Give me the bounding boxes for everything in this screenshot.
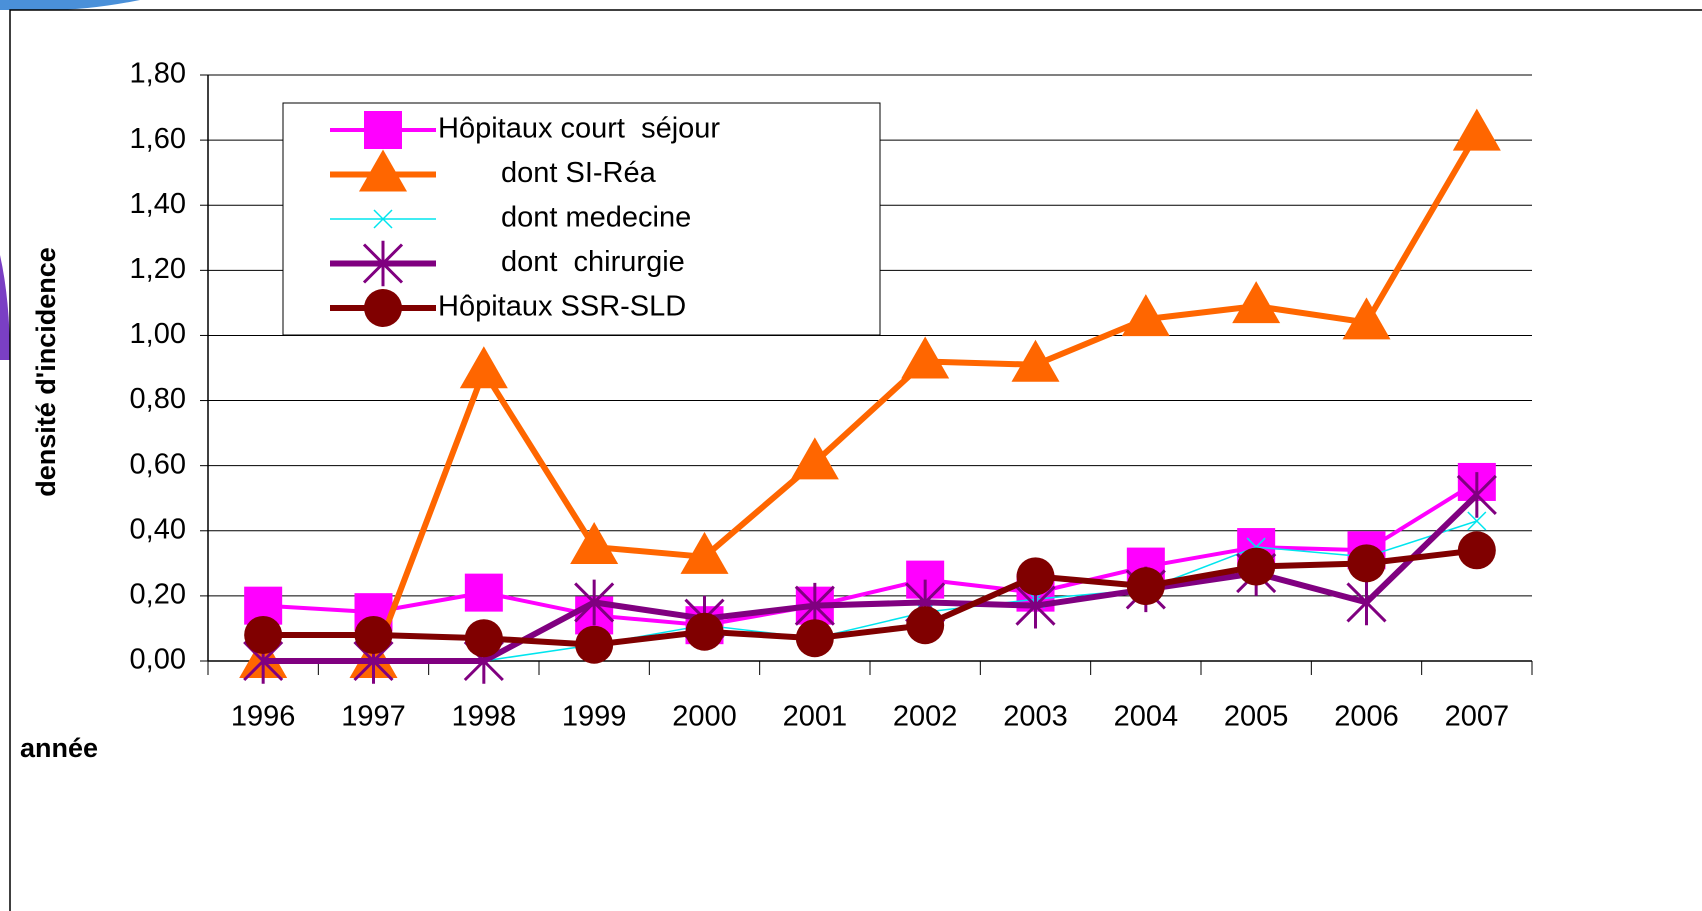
x-axis-label: année: [20, 733, 98, 763]
marker: [1348, 544, 1386, 582]
x-tick-label: 2007: [1445, 701, 1510, 733]
marker: [364, 111, 402, 149]
legend: Hôpitaux court séjour dont SI-Réa dont med…: [283, 103, 880, 335]
x-tick-label: 2006: [1334, 701, 1399, 733]
y-tick-label: 1,20: [130, 253, 186, 285]
y-axis-label: densité d'incidence: [31, 247, 61, 497]
marker: [1237, 548, 1275, 586]
marker: [1017, 557, 1055, 595]
x-tick-label: 2000: [672, 701, 737, 733]
marker: [1127, 567, 1165, 605]
x-tick-label: 1997: [341, 701, 406, 733]
legend-label: Hôpitaux SSR-SLD: [438, 291, 686, 323]
legend-label: Hôpitaux court séjour: [438, 113, 720, 145]
marker: [796, 619, 834, 657]
legend-label: dont chirurgie: [501, 246, 685, 278]
marker: [1458, 531, 1496, 569]
legend-label: dont medecine: [501, 202, 691, 234]
x-tick-label: 2003: [1003, 701, 1068, 733]
y-tick-label: 0,20: [130, 579, 186, 611]
chart: densité d'incidence année 0,00 0,20 0,40 0,…: [0, 0, 1702, 911]
decoration: [0, 0, 140, 10]
marker: [575, 626, 613, 664]
x-tick-label: 2005: [1224, 701, 1289, 733]
y-tick-label: 0,00: [130, 644, 186, 676]
marker: [906, 606, 944, 644]
marker: [364, 289, 402, 327]
marker: [686, 613, 724, 651]
x-tick-label: 1999: [562, 701, 627, 733]
y-tick-label: 1,00: [130, 318, 186, 350]
marker: [244, 616, 282, 654]
y-tick-label: 0,80: [130, 383, 186, 415]
x-tick-label: 2002: [893, 701, 958, 733]
y-tick-label: 1,60: [130, 123, 186, 155]
marker: [355, 616, 393, 654]
y-tick-label: 1,40: [130, 188, 186, 220]
x-tick-label: 1998: [452, 701, 517, 733]
marker: [465, 619, 503, 657]
x-tick-label: 2001: [783, 701, 848, 733]
x-tick-label: 1996: [231, 701, 296, 733]
y-tick-label: 0,40: [130, 513, 186, 545]
y-tick-label: 0,60: [130, 448, 186, 480]
marker: [465, 574, 503, 612]
y-tick-label: 1,80: [130, 58, 186, 90]
x-tick-label: 2004: [1114, 701, 1179, 733]
legend-label: dont SI-Réa: [501, 157, 657, 189]
decoration: [0, 255, 10, 360]
